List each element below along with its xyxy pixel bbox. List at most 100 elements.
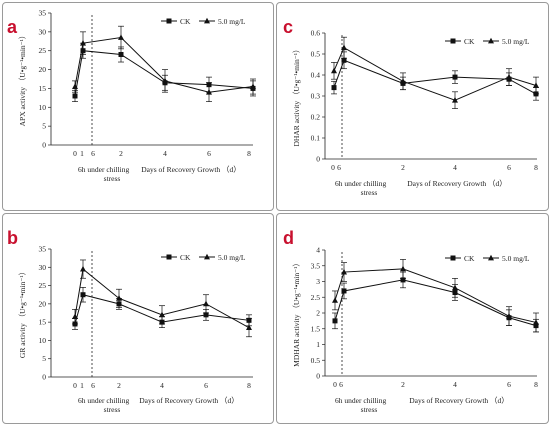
y-tick-label: 35 (39, 9, 47, 18)
y-tick-label: 0.6 (311, 29, 321, 38)
y-tick-label: 0 (316, 372, 320, 381)
y-tick-label: 20 (39, 299, 47, 308)
y-axis-title: MDHAR activity （U•g⁻¹•min⁻¹） (292, 259, 301, 367)
data-point-treatment (452, 284, 458, 291)
x-tick-label: 1 (80, 381, 84, 390)
y-tick-label: 0.5 (311, 50, 321, 59)
data-point-treatment (116, 295, 122, 301)
y-axis-title: GR activity （U•g⁻¹•min⁻¹） (18, 268, 27, 358)
x-axis-title: Days of Recovery Growth （d） (407, 179, 507, 188)
data-point-ck (332, 318, 338, 324)
x-tick-label: 6 (339, 380, 343, 389)
y-tick-label: 10 (39, 336, 47, 345)
x-tick-label: 2 (119, 149, 123, 158)
data-point-ck (341, 288, 347, 294)
x-tick-label: 6 (507, 163, 511, 172)
chilling-note-line2: stress (361, 188, 378, 197)
x-axis-title: Days of Recovery Growth （d） (139, 396, 239, 405)
legend-label-treatment: 5.0 mg/L (502, 37, 530, 46)
chilling-note-line1: 6h under chilling (78, 165, 129, 174)
series-line-ck (74, 50, 254, 97)
data-point-ck (341, 57, 347, 63)
y-tick-label: 2 (316, 309, 320, 318)
y-tick-label: 0 (42, 373, 46, 382)
chilling-note-line2: stress (361, 405, 378, 414)
legend-marker-ck (450, 255, 456, 261)
panel-gr: b 0 5 10 15 20 25 30 35 0 1 6 2 4 6 8 GR activity （U•g⁻… (2, 213, 274, 424)
data-point-ck (80, 292, 86, 298)
data-point-treatment (400, 78, 406, 84)
x-tick-label: 4 (163, 149, 167, 158)
legend-marker-treatment (204, 253, 210, 260)
data-point-treatment (80, 39, 86, 46)
legend-marker-treatment (488, 254, 494, 261)
y-tick-label: 5 (42, 122, 46, 131)
y-tick-label: 0 (42, 141, 46, 150)
series-line-ck (333, 59, 537, 95)
y-tick-label: 0.1 (311, 134, 321, 143)
data-point-treatment (452, 97, 458, 103)
x-axis-title: Days of Recovery Growth （d） (141, 165, 241, 174)
data-point-treatment (72, 313, 78, 320)
x-axis-title: Days of Recovery Growth （d） (409, 396, 509, 405)
x-tick-label: 4 (453, 380, 457, 389)
legend-label-ck: CK (464, 37, 475, 46)
x-tick-label: 0 (331, 163, 335, 172)
data-point-treatment (159, 311, 165, 318)
data-point-treatment (341, 268, 347, 275)
chilling-note-line1: 6h under chilling (78, 396, 129, 405)
legend-label-ck: CK (464, 254, 475, 263)
x-tick-label: 0 (73, 149, 77, 158)
series-line-treatment (74, 36, 254, 93)
panel-mdhar: d 0 0.5 1 1.5 2 2.5 3 3.5 4 0 6 2 4 6 8 MDHAR activity … (276, 213, 549, 424)
y-tick-label: 10 (39, 103, 47, 112)
y-tick-label: 25 (39, 46, 47, 55)
y-tick-label: 30 (39, 27, 47, 36)
legend-label-treatment: 5.0 mg/L (218, 253, 246, 262)
y-tick-label: 0 (316, 155, 320, 164)
y-tick-label: 4 (316, 246, 320, 255)
data-point-treatment (118, 34, 124, 40)
x-tick-label: 0 (333, 380, 337, 389)
legend-label-treatment: 5.0 mg/L (502, 254, 530, 263)
y-tick-label: 15 (39, 318, 47, 327)
panel-letter-d: d (283, 228, 294, 248)
x-tick-label: 2 (401, 380, 405, 389)
data-point-treatment (341, 44, 347, 51)
y-tick-label: 0.3 (311, 92, 321, 101)
data-point-ck (72, 93, 78, 99)
y-tick-label: 0.4 (311, 71, 321, 80)
chilling-note-line2: stress (104, 405, 121, 414)
y-tick-label: 15 (39, 84, 47, 93)
data-point-treatment (533, 319, 539, 325)
series-line-treatment (333, 46, 537, 101)
panel-letter-b: b (7, 228, 18, 248)
x-tick-label: 6 (207, 149, 211, 158)
legend-label-ck: CK (180, 17, 191, 26)
data-point-treatment (162, 77, 168, 84)
x-tick-label: 6 (337, 163, 341, 172)
legend-marker-ck (450, 38, 456, 44)
y-tick-label: 5 (42, 354, 46, 363)
y-axis-title: APX activity （U•g⁻¹•min⁻¹） (18, 32, 27, 127)
y-tick-label: 25 (39, 281, 47, 290)
legend-label-treatment: 5.0 mg/L (218, 17, 246, 26)
chilling-note-line1: 6h under chilling (335, 179, 386, 188)
x-tick-label: 8 (534, 380, 538, 389)
x-tick-label: 1 (80, 149, 84, 158)
legend-label-ck: CK (180, 253, 191, 262)
y-tick-label: 3 (316, 277, 320, 286)
x-tick-label: 4 (160, 381, 164, 390)
data-point-treatment (206, 89, 212, 95)
x-tick-label: 4 (453, 163, 457, 172)
x-tick-label: 6 (91, 149, 95, 158)
series-line-ck (334, 279, 537, 327)
data-point-ck (118, 51, 124, 57)
data-point-treatment (331, 67, 337, 74)
data-point-treatment (400, 265, 406, 272)
y-tick-label: 0.5 (311, 356, 321, 365)
data-point-treatment (506, 312, 512, 319)
x-tick-label: 6 (91, 381, 95, 390)
